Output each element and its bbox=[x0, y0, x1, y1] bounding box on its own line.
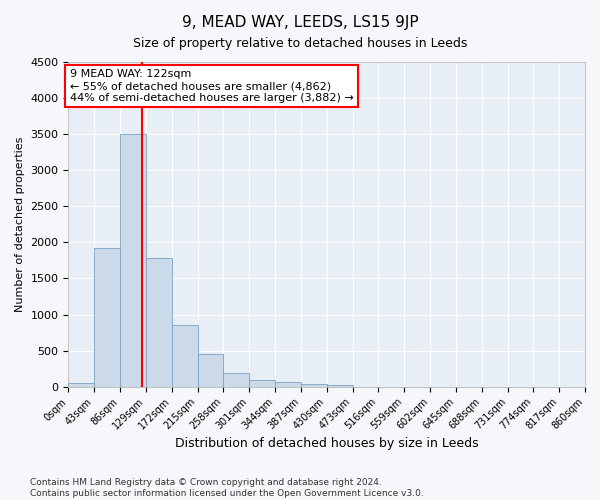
Bar bbox=[120, 134, 146, 387]
Bar bbox=[327, 386, 353, 387]
Text: Contains HM Land Registry data © Crown copyright and database right 2024.
Contai: Contains HM Land Registry data © Crown c… bbox=[30, 478, 424, 498]
Bar bbox=[249, 380, 275, 387]
Bar bbox=[223, 374, 249, 387]
Bar bbox=[275, 382, 301, 387]
Bar bbox=[68, 383, 94, 387]
Bar bbox=[197, 354, 223, 387]
Y-axis label: Number of detached properties: Number of detached properties bbox=[15, 136, 25, 312]
X-axis label: Distribution of detached houses by size in Leeds: Distribution of detached houses by size … bbox=[175, 437, 479, 450]
Bar bbox=[172, 324, 197, 387]
Text: 9, MEAD WAY, LEEDS, LS15 9JP: 9, MEAD WAY, LEEDS, LS15 9JP bbox=[182, 15, 418, 30]
Bar bbox=[146, 258, 172, 387]
Text: 9 MEAD WAY: 122sqm
← 55% of detached houses are smaller (4,862)
44% of semi-deta: 9 MEAD WAY: 122sqm ← 55% of detached hou… bbox=[70, 70, 353, 102]
Text: Size of property relative to detached houses in Leeds: Size of property relative to detached ho… bbox=[133, 38, 467, 51]
Bar bbox=[301, 384, 327, 387]
Bar bbox=[94, 248, 120, 387]
